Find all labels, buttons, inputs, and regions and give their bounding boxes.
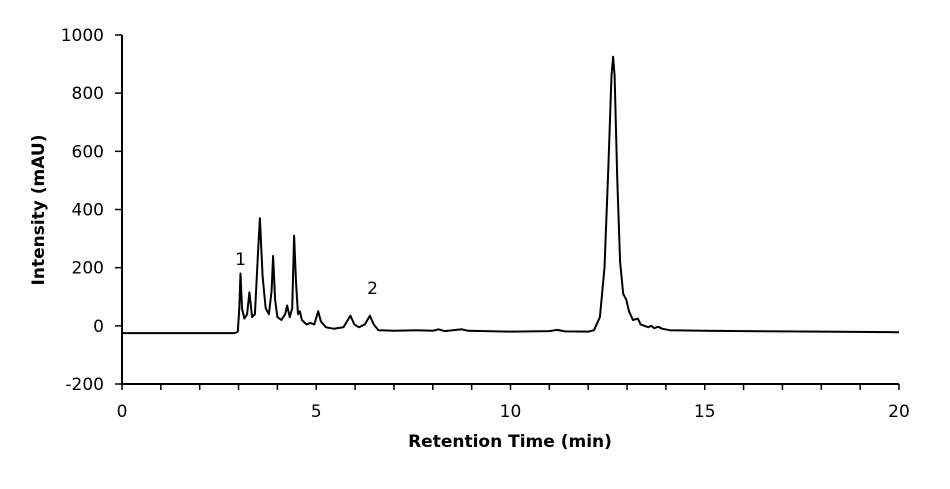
y-tick-label: 1000 <box>61 26 104 46</box>
peak-annotations: 12 <box>235 250 378 299</box>
y-axis-title: Intensity (mAU) <box>29 135 49 286</box>
y-tick-label: 200 <box>72 259 104 279</box>
x-axis-title: Retention Time (min) <box>408 432 612 452</box>
y-tick-label: -200 <box>65 375 104 395</box>
x-tick-label: 10 <box>500 402 522 422</box>
peak-label-1: 1 <box>235 250 246 270</box>
x-tick-label: 15 <box>694 402 716 422</box>
peak-label-2: 2 <box>367 279 378 299</box>
x-axis: 0 5 10 15 20 <box>117 383 910 422</box>
y-tick-label: 800 <box>72 84 104 104</box>
chromatogram-trace <box>122 55 900 335</box>
y-axis: -200 0 200 400 600 800 1000 <box>61 26 123 395</box>
x-tick-label: 0 <box>117 402 128 422</box>
x-tick-label: 5 <box>311 402 322 422</box>
x-tick-label: 20 <box>888 402 910 422</box>
y-tick-label: 400 <box>72 201 104 221</box>
y-tick-label: 0 <box>93 317 104 337</box>
y-tick-label: 600 <box>72 142 104 162</box>
